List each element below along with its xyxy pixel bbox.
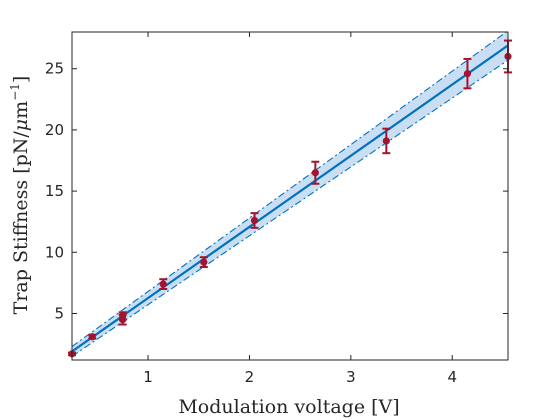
plot-area: 1 2 3 4 5 10 15 20 25 (45, 31, 512, 386)
data-point (463, 70, 472, 78)
fit-line (72, 44, 508, 353)
axes-box (71, 31, 509, 361)
x-tick-label: 1 (143, 368, 153, 386)
y-tick-label: 25 (45, 60, 64, 78)
data-point (311, 169, 319, 177)
x-tick-label: 4 (447, 368, 457, 386)
data-point (159, 280, 167, 288)
data-point (88, 333, 96, 341)
y-tick-label: 20 (45, 121, 64, 139)
y-axis-label-unit: m (10, 101, 32, 119)
data-point (382, 137, 390, 145)
y-tick-label: 10 (45, 243, 64, 261)
y-axis-label-exponent: −1 (8, 83, 22, 101)
data-point (200, 258, 208, 266)
y-axis-label-main: Trap Stiffness [pN/ (10, 131, 32, 315)
x-axis-label: Modulation voltage [V] (178, 396, 399, 418)
y-axis-label: Trap Stiffness [pN/μm−1] (8, 76, 32, 315)
y-axis-label-close: ] (10, 76, 32, 83)
y-tick-label: 15 (45, 182, 64, 200)
x-tick-label: 2 (245, 368, 255, 386)
band-lower-edge (72, 59, 508, 357)
y-axis-label-mu: μ (10, 119, 32, 131)
y-tick-label: 5 (54, 304, 64, 322)
data-point (250, 216, 259, 225)
data-point (119, 312, 127, 320)
confidence-band (72, 32, 508, 357)
x-tick-label: 3 (346, 368, 356, 386)
